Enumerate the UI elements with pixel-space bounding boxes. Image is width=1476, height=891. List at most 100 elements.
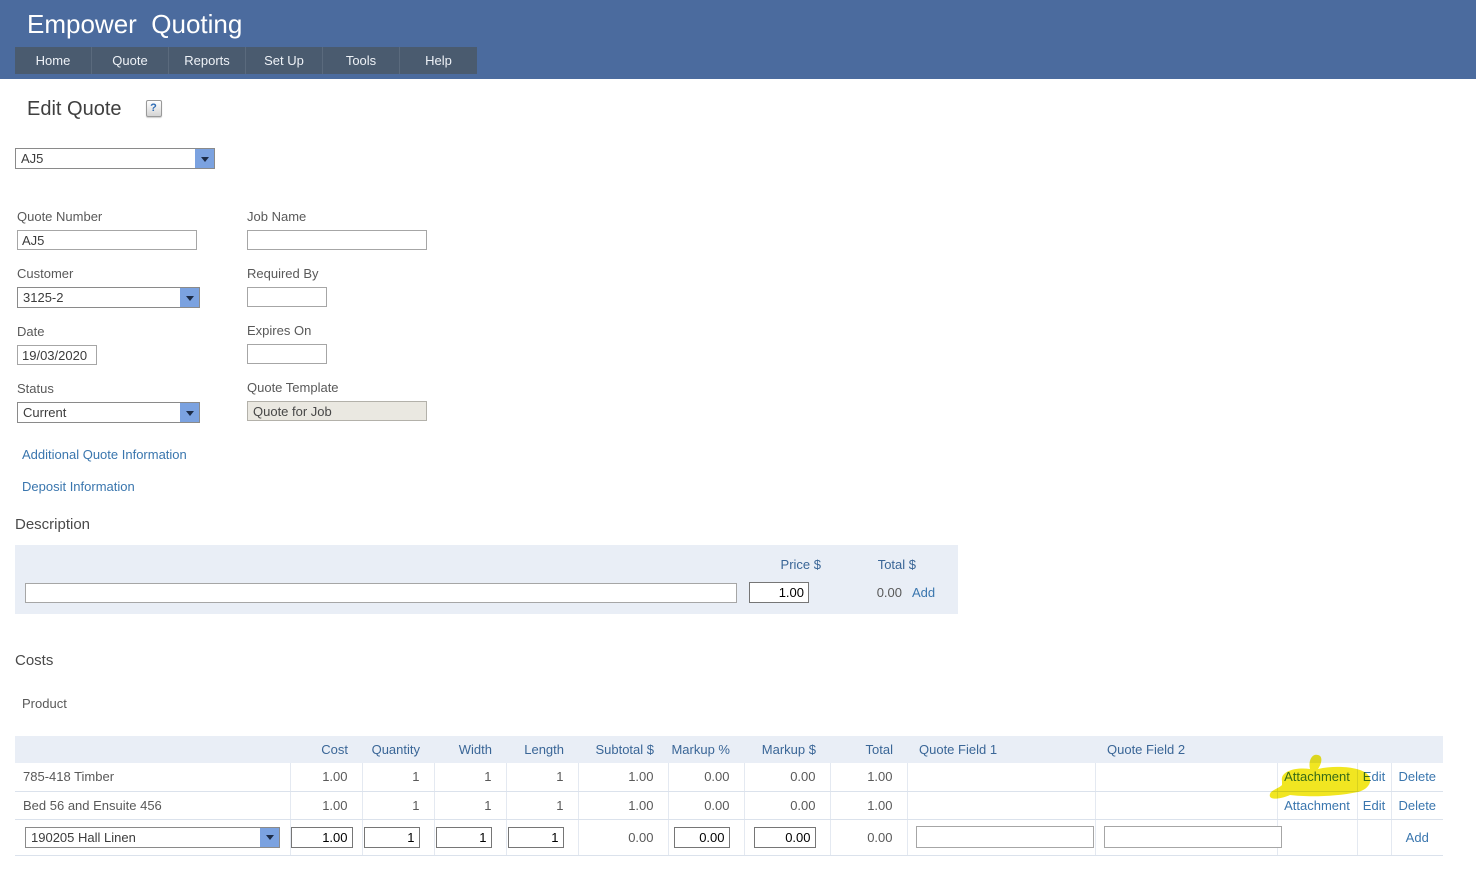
delete-link[interactable]: Delete — [1398, 797, 1437, 813]
required-by-label: Required By — [247, 266, 319, 281]
markup-pct-input[interactable] — [673, 826, 730, 848]
markup-pct-cell: 0.00 — [667, 791, 744, 820]
date-field[interactable] — [17, 345, 97, 365]
quote-selector-dropdown[interactable]: AJ5 — [15, 148, 215, 169]
length-cell: 1 — [505, 763, 578, 792]
edit-cell — [1356, 819, 1391, 856]
subtotal-cell: 0.00 — [577, 819, 668, 856]
width-input[interactable] — [435, 826, 492, 848]
nav-item-tools[interactable]: Tools — [323, 47, 400, 74]
attachment-column-header — [1277, 736, 1357, 763]
length-input[interactable] — [507, 826, 564, 848]
quote-field-2-input[interactable] — [1103, 826, 1282, 848]
quote-number-label: Quote Number — [17, 209, 103, 224]
page-title: Edit Quote — [27, 98, 122, 120]
status-dropdown[interactable]: Current — [17, 402, 200, 423]
width-cell: 1 — [433, 763, 506, 792]
markup-pct-cell — [667, 819, 744, 856]
attachment-cell — [1276, 819, 1357, 856]
nav-item-help[interactable]: Help — [425, 53, 452, 68]
total-column-header: Total — [830, 736, 907, 763]
quote-template-label: Quote Template — [247, 380, 339, 395]
costs-table: Cost Quantity Width Length Subtotal $ Ma… — [15, 736, 1443, 856]
table-row: 785-418 Timber 1.00 1 1 1 1.00 0.00 0.00… — [15, 754, 1443, 799]
delete-column-header — [1391, 736, 1443, 763]
description-panel: Price $ Total $ 0.00 Add — [15, 545, 958, 614]
required-by-field[interactable] — [247, 287, 327, 307]
cost-input[interactable] — [290, 826, 353, 848]
edit-link[interactable]: Edit — [1362, 769, 1386, 785]
nav-item-setup[interactable]: Set Up — [246, 47, 323, 74]
width-column-header: Width — [434, 736, 506, 763]
expires-on-label: Expires On — [247, 323, 312, 338]
description-total-value: 0.00 — [876, 585, 902, 600]
help-icon[interactable]: ? — [145, 100, 162, 117]
description-heading: Description — [15, 516, 91, 533]
price-input[interactable] — [749, 582, 809, 603]
edit-column-header — [1357, 736, 1391, 763]
delete-link[interactable]: Delete — [1398, 769, 1437, 785]
delete-cell: Delete — [1390, 763, 1443, 792]
delete-cell: Delete — [1390, 791, 1443, 820]
add-row-button[interactable]: Add — [1405, 829, 1429, 845]
edit-cell: Edit — [1356, 763, 1391, 792]
form-column-right: Job Name Required By Expires On Quote Te… — [247, 209, 427, 423]
quantity-cell: 1 — [361, 791, 434, 820]
length-cell: 1 — [505, 791, 578, 820]
product-dropdown[interactable]: 190205 Hall Linen — [25, 826, 280, 848]
markup-dollar-cell: 0.00 — [743, 791, 830, 820]
quote-number-field[interactable] — [17, 230, 197, 250]
expires-on-field[interactable] — [247, 344, 327, 364]
total-column-header: Total $ — [877, 557, 916, 572]
description-add-button[interactable]: Add — [912, 585, 936, 600]
quote-field-1-input[interactable] — [915, 826, 1094, 848]
quantity-cell: 1 — [361, 763, 434, 792]
quote-field-1-cell — [906, 763, 1095, 792]
chevron-down-icon — [195, 149, 214, 168]
nav-item-quote[interactable]: Quote — [92, 47, 169, 74]
markup-pct-column-header: Markup % — [668, 736, 744, 763]
customer-dropdown[interactable]: 3125-2 — [17, 287, 200, 308]
description-entry-row: 0.00 Add — [15, 582, 958, 603]
description-header-row: Price $ Total $ — [15, 557, 958, 572]
quantity-input[interactable] — [363, 826, 420, 848]
edit-cell: Edit — [1356, 791, 1391, 820]
product-column-header — [15, 736, 290, 763]
product-subheading: Product — [22, 696, 67, 711]
quote-links: Additional Quote Information Deposit Inf… — [22, 447, 1476, 494]
subtotal-cell: 1.00 — [577, 763, 668, 792]
table-row: Bed 56 and Ensuite 456 1.00 1 1 1 1.00 0… — [15, 791, 1443, 820]
chevron-down-icon — [180, 288, 199, 307]
cost-column-header: Cost — [290, 736, 362, 763]
quantity-column-header: Quantity — [362, 736, 434, 763]
edit-link[interactable]: Edit — [1362, 797, 1386, 813]
description-input[interactable] — [25, 582, 737, 603]
attachment-cell: Attachment — [1269, 754, 1370, 799]
cost-cell — [289, 819, 362, 856]
price-column-header: Price $ — [780, 557, 821, 572]
quote-field-1-cell — [906, 791, 1095, 820]
product-cell: 785-418 Timber — [15, 763, 290, 792]
job-name-field[interactable] — [247, 230, 427, 250]
status-label: Status — [17, 381, 54, 396]
total-cell: 0.00 — [829, 819, 907, 856]
attachment-link[interactable]: Attachment — [1284, 769, 1350, 785]
app-header: Empower Quoting Home Quote Reports Set U… — [0, 0, 1476, 79]
new-cost-row: 190205 Hall Linen 0.00 — [15, 819, 1443, 856]
total-cell: 1.00 — [829, 763, 907, 792]
markup-dollar-cell: 0.00 — [743, 763, 830, 792]
quote-field-2-cell — [1094, 763, 1277, 792]
nav-item-home[interactable]: Home — [15, 47, 92, 74]
quote-form: Quote Number Customer 3125-2 Date Status… — [17, 209, 1476, 423]
quote-field-2-cell — [1094, 791, 1277, 820]
job-name-label: Job Name — [247, 209, 307, 224]
product-cell: 190205 Hall Linen — [15, 819, 290, 856]
attachment-cell: Attachment — [1276, 791, 1357, 820]
product-cell: Bed 56 and Ensuite 456 — [15, 791, 290, 820]
markup-dollar-input[interactable] — [753, 826, 816, 848]
attachment-link[interactable]: Attachment — [1284, 797, 1350, 813]
nav-item-reports[interactable]: Reports — [169, 47, 246, 74]
additional-quote-information-link[interactable]: Additional Quote Information — [22, 447, 187, 462]
width-cell — [433, 819, 506, 856]
deposit-information-link[interactable]: Deposit Information — [22, 479, 135, 494]
